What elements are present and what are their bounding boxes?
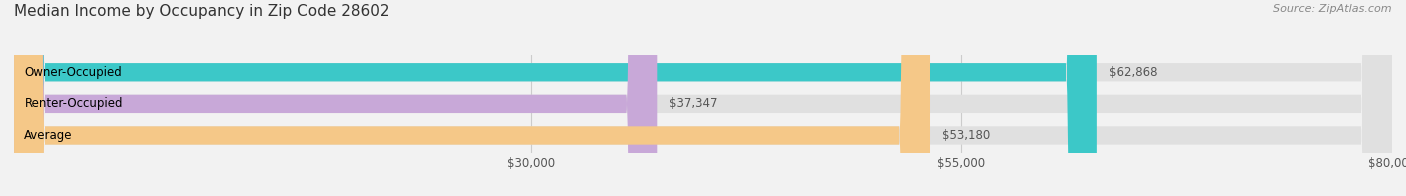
FancyBboxPatch shape bbox=[14, 0, 658, 196]
FancyBboxPatch shape bbox=[14, 0, 1392, 196]
Text: Median Income by Occupancy in Zip Code 28602: Median Income by Occupancy in Zip Code 2… bbox=[14, 4, 389, 19]
Text: Source: ZipAtlas.com: Source: ZipAtlas.com bbox=[1274, 4, 1392, 14]
FancyBboxPatch shape bbox=[14, 0, 1097, 196]
Text: $37,347: $37,347 bbox=[669, 97, 718, 110]
Text: Owner-Occupied: Owner-Occupied bbox=[24, 66, 122, 79]
Text: $62,868: $62,868 bbox=[1109, 66, 1157, 79]
FancyBboxPatch shape bbox=[14, 0, 1392, 196]
Text: $53,180: $53,180 bbox=[942, 129, 990, 142]
Text: Average: Average bbox=[24, 129, 73, 142]
FancyBboxPatch shape bbox=[14, 0, 929, 196]
Text: Renter-Occupied: Renter-Occupied bbox=[24, 97, 122, 110]
FancyBboxPatch shape bbox=[14, 0, 1392, 196]
